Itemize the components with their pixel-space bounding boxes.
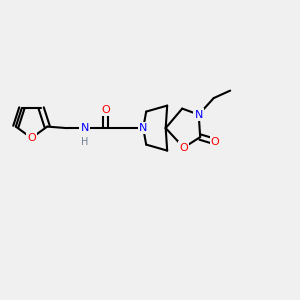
Text: N: N bbox=[139, 123, 147, 133]
Text: O: O bbox=[101, 105, 110, 115]
Text: N: N bbox=[80, 123, 89, 133]
Text: H: H bbox=[81, 136, 88, 147]
Text: O: O bbox=[27, 133, 36, 143]
Text: N: N bbox=[194, 110, 203, 120]
Text: O: O bbox=[179, 142, 188, 153]
Text: O: O bbox=[211, 136, 220, 147]
